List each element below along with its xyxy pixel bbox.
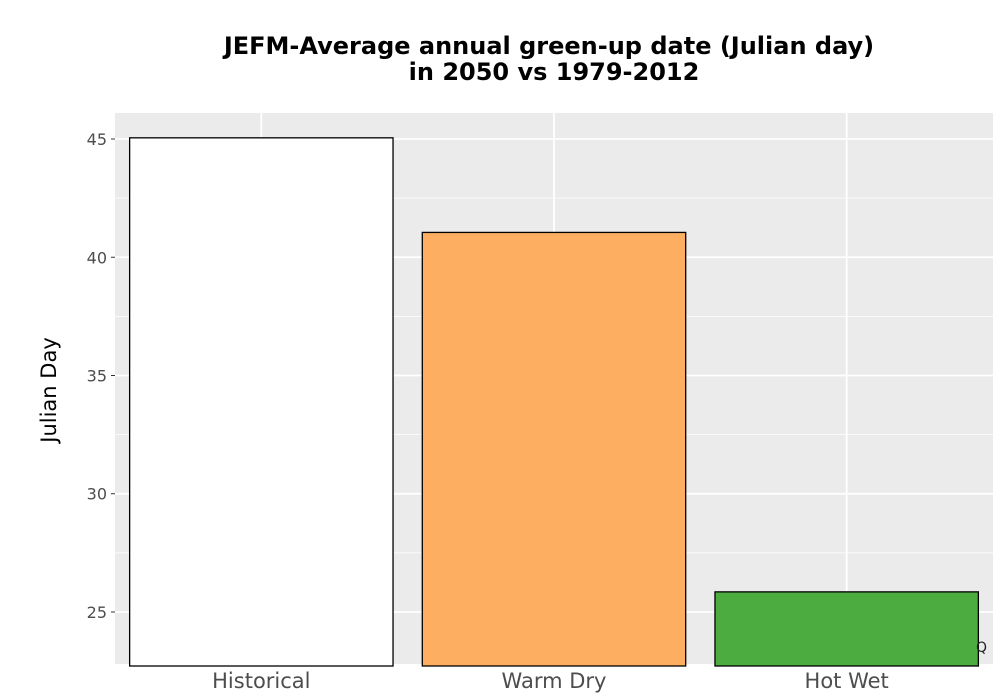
x-tick-label: Hot Wet — [805, 669, 889, 693]
corner-button[interactable]: Q — [976, 640, 988, 656]
y-tick-label: 40 — [87, 248, 107, 267]
y-tick-label: 30 — [87, 485, 107, 504]
bars — [128, 137, 980, 667]
x-axis-ticks: Historical Warm Dry Hot Wet — [212, 669, 889, 693]
bar-historical[interactable] — [128, 137, 394, 667]
y-tick-label: 45 — [87, 130, 107, 149]
y-tick-label: 35 — [87, 366, 107, 385]
x-tick-label: Warm Dry — [502, 669, 607, 693]
chart-title-line-1: JEFM-Average annual green-up date (Julia… — [222, 32, 874, 60]
y-axis-ticks: 25 30 35 40 45 — [87, 130, 115, 622]
bar-warm-dry[interactable] — [421, 231, 687, 667]
chart-title-line-2: in 2050 vs 1979-2012 — [409, 58, 700, 86]
bar-hot-wet[interactable] — [714, 591, 980, 667]
x-tick-label: Historical — [212, 669, 310, 693]
y-axis-title: Julian Day — [37, 337, 61, 445]
y-tick-label: 25 — [87, 603, 107, 622]
